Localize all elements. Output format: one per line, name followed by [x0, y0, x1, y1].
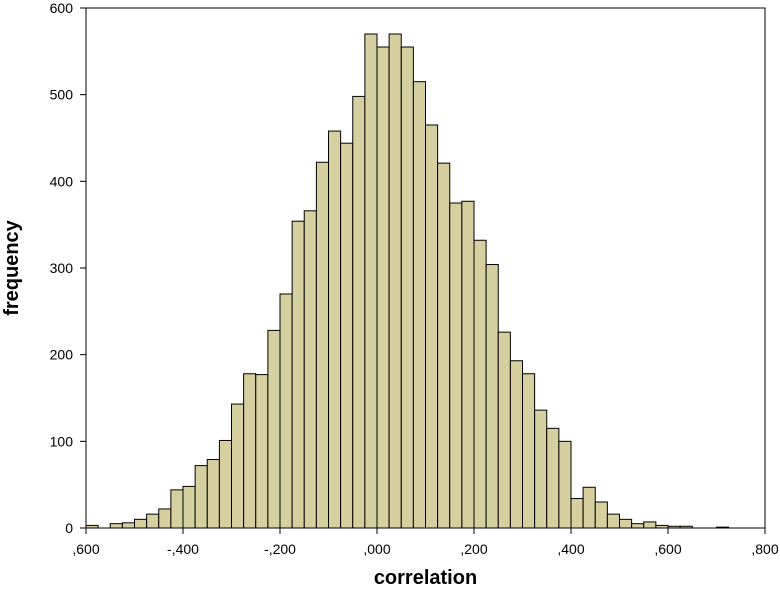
x-tick-label: -,400 — [167, 541, 199, 557]
histogram-bar — [522, 373, 536, 529]
histogram-bar — [255, 374, 269, 529]
histogram-bar — [509, 360, 523, 529]
histogram-bar — [328, 130, 342, 529]
histogram-bar — [570, 498, 584, 529]
histogram-bar — [425, 124, 439, 529]
y-tick-label: 100 — [50, 433, 74, 449]
histogram-bar — [291, 220, 305, 529]
histogram-bar — [388, 33, 402, 529]
histogram-bar — [606, 513, 620, 529]
y-axis-title: frequency — [1, 219, 23, 315]
histogram-bar — [303, 210, 317, 529]
histogram-bar — [170, 489, 184, 529]
y-tick-label: 600 — [50, 0, 74, 16]
histogram-bar — [218, 439, 232, 529]
x-tick-label: ,000 — [363, 541, 390, 557]
histogram-bar — [473, 239, 487, 529]
histogram-bar — [619, 518, 633, 529]
histogram-bar — [643, 521, 657, 529]
histogram-bar — [158, 508, 172, 529]
histogram-bar — [400, 46, 414, 529]
histogram-bar — [376, 46, 390, 529]
histogram-bar — [315, 161, 329, 529]
x-axis: ,600 -,400 -,200 ,000 ,200 ,400 ,600 ,800 — [72, 528, 779, 557]
y-tick-label: 500 — [50, 87, 74, 103]
x-tick-label: ,200 — [460, 541, 487, 557]
histogram-bar — [631, 523, 645, 529]
x-tick-label: ,800 — [751, 541, 778, 557]
histogram-bar — [558, 440, 572, 529]
histogram-bar — [449, 202, 463, 529]
y-tick-label: 400 — [50, 173, 74, 189]
histogram-bar — [412, 81, 426, 529]
x-tick-label: -,200 — [264, 541, 296, 557]
histogram-bar — [267, 329, 281, 529]
y-tick-label: 200 — [50, 347, 74, 363]
x-tick-label: ,600 — [72, 541, 99, 557]
y-axis: 0 100 200 300 400 500 600 — [50, 0, 86, 536]
histogram-bar — [279, 293, 293, 529]
histogram-bar — [134, 518, 148, 529]
x-tick-label: ,600 — [654, 541, 681, 557]
histogram-bar — [231, 403, 245, 529]
histogram-bar — [109, 523, 123, 529]
histogram-bar — [534, 409, 548, 529]
histogram-bar — [182, 485, 196, 529]
histogram-bar — [340, 142, 354, 529]
histogram-bar — [485, 264, 499, 529]
histogram-bar — [194, 465, 208, 529]
y-tick-label: 0 — [65, 520, 73, 536]
histogram-bar — [146, 513, 160, 529]
histogram-bar — [497, 331, 511, 529]
histogram-bar — [582, 486, 596, 529]
x-tick-label: ,400 — [557, 541, 584, 557]
histogram-bar — [437, 162, 451, 529]
histogram-bar — [352, 95, 366, 529]
bars-layer — [85, 33, 730, 529]
histogram-bar — [121, 522, 135, 529]
y-tick-label: 300 — [50, 260, 74, 276]
histogram-bar — [206, 459, 220, 529]
histogram-bar — [461, 200, 475, 529]
x-axis-title: correlation — [374, 567, 477, 589]
histogram-bar — [243, 373, 257, 529]
histogram-bar — [364, 33, 378, 529]
histogram-bar — [546, 427, 560, 529]
histogram-bar — [594, 501, 608, 529]
